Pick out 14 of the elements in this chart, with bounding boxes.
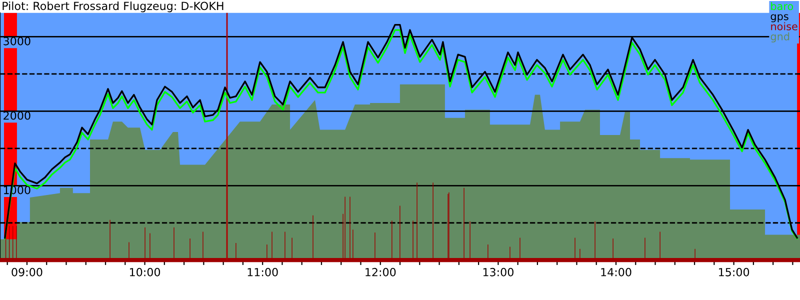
text: noise — [771, 22, 798, 30]
x-tick-label: 14:00 — [601, 268, 632, 276]
y-tick-label: 2000 — [4, 111, 30, 120]
text: baro — [771, 2, 794, 10]
x-tick-label: 10:00 — [130, 268, 160, 276]
x-tick-label: 11:00 — [248, 268, 278, 276]
y-tick-label: 3000 — [4, 36, 30, 46]
chart-title: Pilot: Robert Frossard Flugzeug: D-KOKH — [2, 2, 224, 12]
x-tick-label: 12:00 — [366, 268, 396, 276]
text: gnd — [770, 32, 790, 42]
x-tick-label: 15:00 — [719, 268, 750, 276]
text: gps — [770, 14, 788, 22]
x-tick-label: 13:00 — [483, 268, 514, 276]
x-tick-label: 09:00 — [12, 268, 42, 276]
